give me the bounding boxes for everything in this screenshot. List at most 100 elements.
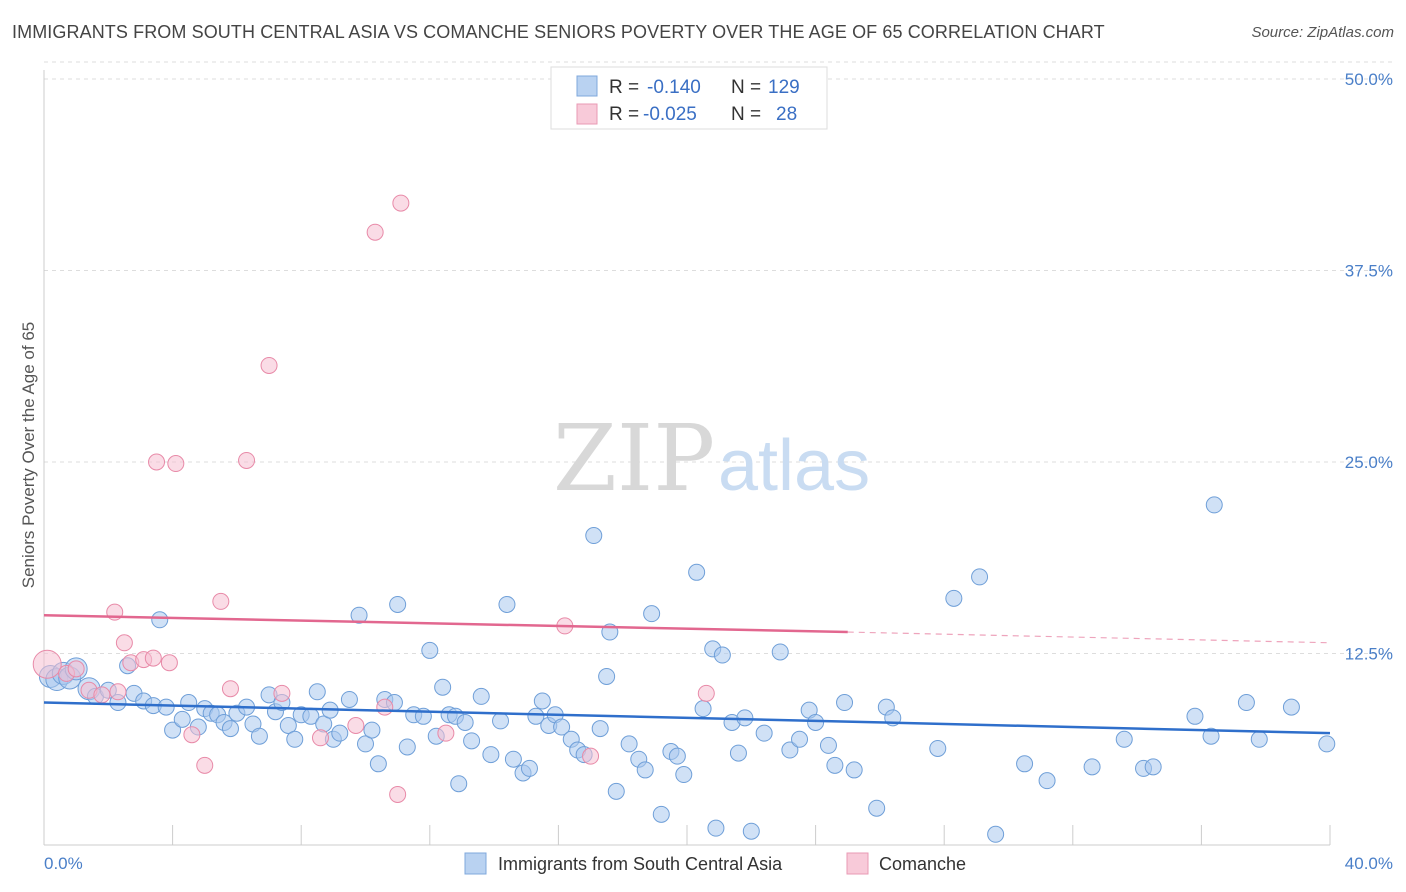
- point-blue-58[interactable]: [463, 732, 481, 750]
- point-blue-114[interactable]: [1038, 772, 1056, 790]
- point-pink-4[interactable]: [93, 686, 111, 704]
- point-pink-17[interactable]: [221, 680, 239, 698]
- point-blue-65[interactable]: [520, 759, 538, 777]
- point-blue-87[interactable]: [688, 563, 706, 581]
- point-blue-95[interactable]: [742, 822, 760, 840]
- point-blue-63[interactable]: [504, 750, 522, 768]
- series-comanche[interactable]: [32, 194, 715, 803]
- point-blue-61[interactable]: [492, 712, 510, 730]
- point-blue-78[interactable]: [607, 782, 625, 800]
- point-blue-111[interactable]: [971, 568, 989, 586]
- point-blue-99[interactable]: [791, 730, 809, 748]
- point-blue-85[interactable]: [668, 747, 686, 765]
- point-pink-27[interactable]: [437, 724, 455, 742]
- point-pink-14[interactable]: [183, 726, 201, 744]
- point-pink-2[interactable]: [67, 660, 85, 678]
- point-pink-29[interactable]: [582, 747, 600, 765]
- point-pink-6[interactable]: [109, 683, 127, 701]
- point-blue-16[interactable]: [173, 710, 191, 728]
- point-blue-40[interactable]: [340, 690, 358, 708]
- point-blue-104[interactable]: [836, 694, 854, 712]
- point-blue-14[interactable]: [157, 698, 175, 716]
- point-blue-67[interactable]: [533, 692, 551, 710]
- point-pink-25[interactable]: [389, 785, 407, 803]
- point-blue-102[interactable]: [819, 736, 837, 754]
- point-blue-74[interactable]: [585, 527, 603, 545]
- point-pink-13[interactable]: [167, 455, 185, 473]
- point-blue-124[interactable]: [1282, 698, 1300, 716]
- point-pink-22[interactable]: [347, 717, 365, 735]
- point-blue-121[interactable]: [1205, 496, 1223, 514]
- point-blue-43[interactable]: [363, 721, 381, 739]
- point-blue-110[interactable]: [945, 589, 963, 607]
- point-pink-30[interactable]: [697, 684, 715, 702]
- point-blue-62[interactable]: [498, 595, 516, 613]
- point-pink-24[interactable]: [376, 698, 394, 716]
- point-blue-59[interactable]: [472, 687, 490, 705]
- point-blue-125[interactable]: [1318, 735, 1336, 753]
- point-blue-51[interactable]: [421, 641, 439, 659]
- point-blue-116[interactable]: [1115, 730, 1133, 748]
- point-blue-56[interactable]: [450, 775, 468, 793]
- point-pink-19[interactable]: [260, 356, 278, 374]
- point-blue-32[interactable]: [286, 730, 304, 748]
- point-blue-101[interactable]: [807, 713, 825, 731]
- point-blue-53[interactable]: [434, 678, 452, 696]
- point-pink-16[interactable]: [212, 592, 230, 610]
- point-blue-57[interactable]: [456, 713, 474, 731]
- point-pink-12[interactable]: [160, 654, 178, 672]
- point-blue-23[interactable]: [221, 720, 239, 738]
- point-pink-23[interactable]: [366, 223, 384, 241]
- point-blue-82[interactable]: [643, 605, 661, 623]
- point-blue-123[interactable]: [1250, 730, 1268, 748]
- point-blue-15[interactable]: [164, 721, 182, 739]
- point-blue-66[interactable]: [527, 707, 545, 725]
- point-blue-103[interactable]: [826, 756, 844, 774]
- point-pink-11[interactable]: [148, 453, 166, 471]
- series-immigrants-south-central-asia[interactable]: [38, 496, 1336, 843]
- point-blue-79[interactable]: [620, 735, 638, 753]
- point-blue-81[interactable]: [636, 761, 654, 779]
- point-blue-17[interactable]: [180, 694, 198, 712]
- point-blue-106[interactable]: [868, 799, 886, 817]
- point-blue-39[interactable]: [331, 724, 349, 742]
- point-blue-93[interactable]: [729, 744, 747, 762]
- point-blue-41[interactable]: [350, 606, 368, 624]
- point-blue-70[interactable]: [553, 718, 571, 736]
- point-blue-96[interactable]: [755, 724, 773, 742]
- point-blue-31[interactable]: [279, 717, 297, 735]
- point-pink-15[interactable]: [196, 756, 214, 774]
- point-blue-48[interactable]: [398, 738, 416, 756]
- point-blue-90[interactable]: [707, 819, 725, 837]
- point-blue-113[interactable]: [1016, 755, 1034, 773]
- point-blue-115[interactable]: [1083, 758, 1101, 776]
- point-pink-10[interactable]: [144, 649, 162, 667]
- point-blue-42[interactable]: [357, 735, 374, 753]
- point-blue-98[interactable]: [781, 741, 799, 759]
- point-blue-76[interactable]: [598, 667, 616, 685]
- point-blue-105[interactable]: [845, 761, 863, 779]
- point-pink-18[interactable]: [238, 451, 256, 469]
- point-blue-60[interactable]: [482, 746, 500, 764]
- point-pink-7[interactable]: [115, 634, 133, 652]
- point-blue-109[interactable]: [929, 739, 947, 757]
- point-blue-44[interactable]: [369, 755, 387, 773]
- point-blue-97[interactable]: [771, 643, 789, 661]
- point-pink-0[interactable]: [32, 649, 62, 679]
- point-blue-112[interactable]: [987, 825, 1005, 843]
- point-blue-86[interactable]: [675, 766, 693, 784]
- point-blue-120[interactable]: [1202, 727, 1220, 745]
- point-blue-75[interactable]: [591, 720, 609, 738]
- point-blue-83[interactable]: [652, 805, 670, 823]
- point-blue-122[interactable]: [1237, 694, 1255, 712]
- point-blue-47[interactable]: [389, 595, 407, 613]
- point-blue-35[interactable]: [308, 683, 326, 701]
- point-pink-21[interactable]: [311, 729, 329, 747]
- point-blue-118[interactable]: [1144, 758, 1162, 776]
- point-blue-13[interactable]: [151, 611, 169, 629]
- point-blue-88[interactable]: [694, 700, 712, 718]
- point-pink-20[interactable]: [273, 684, 291, 702]
- point-pink-26[interactable]: [392, 194, 410, 212]
- point-blue-91[interactable]: [713, 646, 731, 664]
- point-blue-119[interactable]: [1186, 707, 1204, 725]
